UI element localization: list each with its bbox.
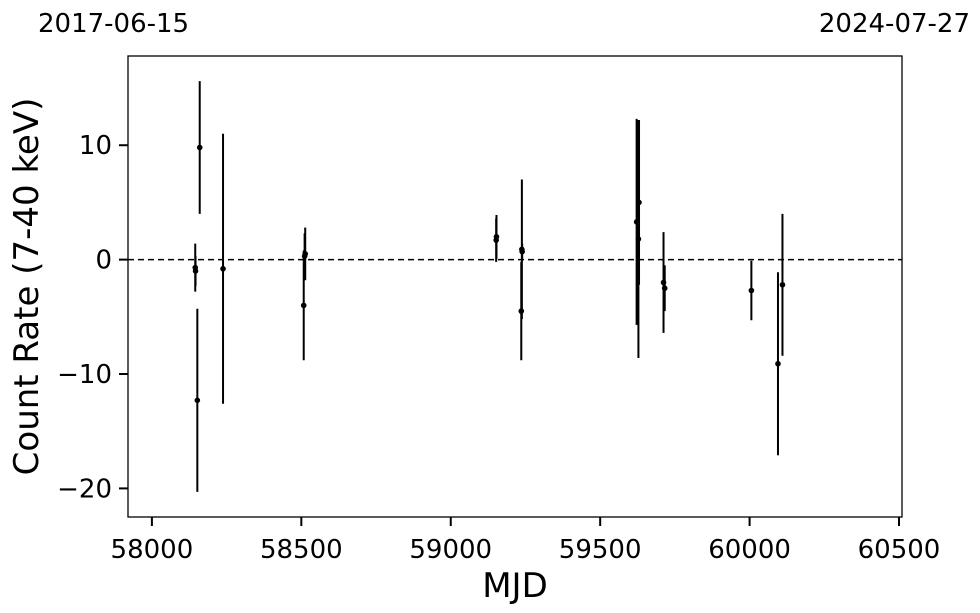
plot-frame [127,55,903,518]
x-tick-label: 59500 [559,535,642,565]
data-point [779,281,786,288]
y-tick-label: −20 [57,474,112,504]
data-point [519,248,525,255]
y-axis-ticks: −20 −10 0 10 [57,131,128,504]
data-point [775,360,781,367]
data-point [302,251,309,257]
x-axis-ticks: 58000 58500 59000 59500 60000 60500 [111,517,941,565]
data-point [220,265,226,272]
data-point [661,285,668,292]
y-tick-label: 10 [79,131,112,161]
data-point [636,199,642,206]
data-point [748,287,755,294]
y-tick-label: −10 [57,360,112,390]
x-tick-label: 60500 [858,535,941,565]
data-point [300,302,307,309]
y-axis-label: Count Rate (7-40 keV) [7,98,47,476]
data-point [192,268,199,274]
plot-area [128,81,902,492]
x-tick-label: 58500 [260,535,343,565]
x-tick-label: 58000 [111,535,194,565]
data-point [493,233,500,240]
x-tick-label: 60000 [708,535,791,565]
data-point [196,144,203,151]
x-axis-label: MJD [482,566,548,606]
data-point [194,397,201,404]
y-tick-label: 0 [95,246,112,276]
x-tick-label: 59000 [409,535,492,565]
end-date-label: 2024-07-27 [819,9,970,39]
start-date-label: 2017-06-15 [38,9,189,39]
